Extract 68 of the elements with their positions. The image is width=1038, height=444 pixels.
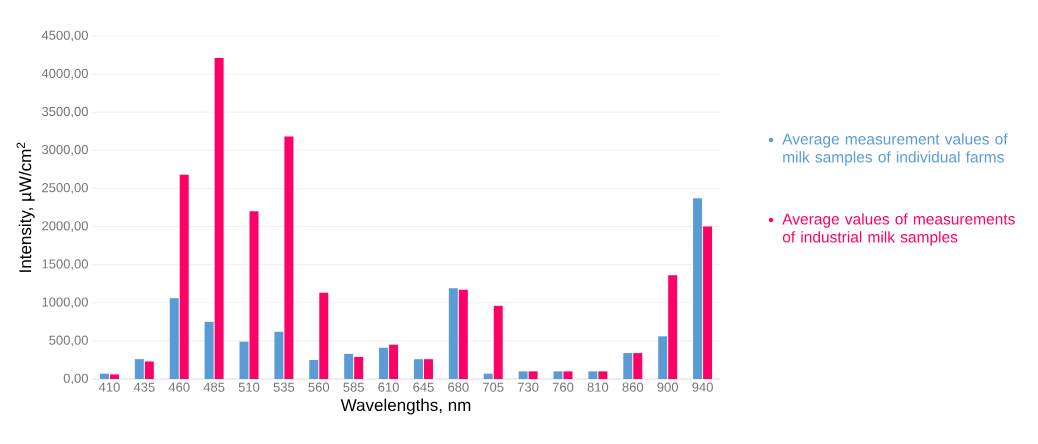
x-tick-label: 760 — [552, 382, 574, 392]
legend-label: Average measurement values of milk samples of individual farms — [782, 133, 1008, 166]
bar — [379, 347, 389, 379]
x-tick-label: 510 — [238, 382, 260, 392]
bar — [239, 341, 249, 379]
y-axis-title: Intensity, µW/cm$^{2}$ — [16, 142, 35, 272]
bar — [179, 174, 189, 379]
bar — [693, 198, 703, 379]
y-tick-label: 3000,00 — [41, 144, 88, 156]
bar — [598, 371, 608, 379]
x-tick-label: 860 — [622, 382, 644, 392]
y-tick-label: 1000,00 — [42, 297, 88, 309]
bar — [354, 356, 364, 379]
y-tick-label: 1500,00 — [42, 259, 88, 271]
x-tick-label: 645 — [413, 382, 434, 392]
y-tick-label: 2000,00 — [42, 221, 88, 232]
bar — [518, 371, 528, 379]
x-axis-title: Wavelengths, nm — [340, 398, 471, 415]
bar — [563, 371, 573, 379]
bar — [528, 371, 538, 379]
bar — [633, 353, 643, 379]
x-tick-label: 900 — [657, 382, 678, 392]
bar — [588, 371, 598, 379]
x-tick-label: 460 — [168, 382, 190, 392]
x-tick-label: 730 — [517, 382, 539, 392]
x-tick-label: 680 — [448, 382, 469, 392]
y-tick-label: 2500,00 — [42, 183, 88, 194]
bar — [493, 305, 503, 379]
bar — [389, 344, 399, 379]
bar — [169, 298, 179, 379]
x-tick-label: 410 — [98, 382, 120, 392]
bar — [309, 359, 319, 379]
bar — [99, 373, 109, 379]
y-tick-label: 3500,00 — [41, 106, 88, 118]
x-tick-label: 485 — [203, 382, 225, 392]
bar — [214, 58, 224, 379]
bar — [144, 361, 154, 379]
bar — [703, 226, 713, 379]
bar — [274, 331, 284, 379]
bar — [658, 336, 668, 379]
x-tick-label: 705 — [483, 382, 504, 392]
bar — [204, 321, 214, 379]
bar — [344, 353, 354, 379]
bar — [458, 289, 468, 379]
x-tick-label: 535 — [273, 382, 295, 392]
bar — [134, 359, 144, 379]
y-tick-label: 0,00 — [63, 373, 88, 385]
x-tick-label: 435 — [133, 382, 155, 392]
bar — [448, 288, 458, 379]
x-tick-label: 610 — [378, 382, 399, 392]
y-tick-label: 500,00 — [49, 335, 88, 347]
legend-label: Average values of measurements of industrial milk samples — [782, 213, 1015, 246]
bar — [623, 353, 633, 379]
bar — [553, 371, 563, 379]
y-tick-label: 4500,00 — [41, 30, 88, 42]
bar — [423, 359, 433, 379]
y-tick-label: 4000,00 — [41, 68, 88, 80]
bar — [319, 292, 329, 379]
x-tick-label: 585 — [343, 382, 364, 392]
bar — [668, 275, 678, 379]
x-tick-label: 560 — [308, 382, 330, 392]
bar — [284, 136, 294, 379]
x-tick-label: 810 — [587, 382, 609, 392]
bar — [249, 211, 259, 379]
bar — [483, 373, 493, 379]
x-tick-label: 940 — [692, 382, 713, 392]
bar — [413, 359, 423, 379]
bar — [109, 374, 119, 379]
